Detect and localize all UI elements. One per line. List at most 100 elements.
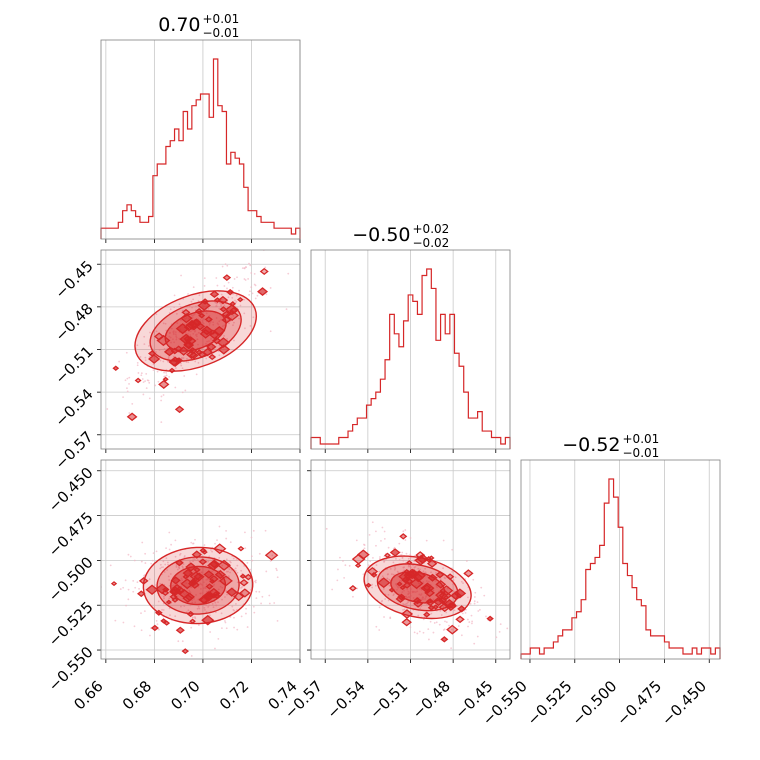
sample-point [425,594,428,597]
sample-point [179,362,182,365]
sample-point [352,595,354,598]
sample-point [179,553,181,556]
sample-point [394,567,397,570]
sample-point [160,566,163,569]
sample-point [201,344,204,347]
sample-point [197,343,199,346]
contour-island [188,347,198,355]
sample-point [381,526,384,529]
sample-point [215,604,218,607]
contour-island [435,571,445,579]
sample-point [182,559,184,562]
sample-point [152,369,155,372]
contour-island [202,347,213,357]
sample-point [136,364,139,367]
sample-point [445,621,448,624]
sample-point [162,560,165,563]
sample-point [271,554,274,557]
y-tick-label: −0.525 [45,598,97,650]
sample-point [201,321,204,324]
sample-point [363,543,365,546]
sample-point [236,581,239,584]
contour-island [160,618,167,624]
sample-point [392,561,395,564]
sample-point [181,579,184,582]
sample-point [252,529,255,532]
sample-point [250,286,253,289]
sample-point [402,609,404,611]
contour-island [356,549,370,560]
sample-point [243,312,246,315]
sample-point [439,578,442,581]
sample-point [132,590,135,593]
contour-island [205,583,214,590]
sample-point [356,587,359,590]
sample-point [419,568,421,571]
sample-point [208,604,210,607]
sample-point [197,361,200,364]
sample-point [169,336,172,339]
sample-point [163,371,166,374]
sample-point [265,293,268,296]
contour-island [178,588,191,599]
title-value: −0.52 [562,434,620,456]
contour-island [134,377,142,384]
contour-island [239,588,251,598]
sample-point [181,367,184,370]
contour-island [189,571,203,582]
sample-point [164,563,167,566]
x-tick-label: −0.500 [568,677,620,729]
sample-point [196,559,199,561]
sample-point [422,618,425,621]
contour-island [425,598,436,607]
sample-point [409,626,412,629]
title-upper-error: +0.01 [203,12,240,26]
sample-point [176,322,179,325]
sample-point [383,530,386,533]
sample-point [193,598,195,600]
sample-point [388,578,391,581]
sample-point [191,599,193,602]
sample-point [462,582,464,584]
sample-point [199,325,201,328]
sample-point [264,529,267,532]
sample-point [422,581,425,583]
contour-island [259,267,269,276]
sample-point [431,561,434,564]
sample-point [235,602,237,605]
sample-point [191,616,194,619]
sample-point [375,544,377,547]
contour-island [239,573,247,579]
sample-point [168,607,171,610]
contour-island [446,624,459,635]
x-tick-label: −0.475 [613,677,665,729]
sample-point [149,634,151,637]
contour-island [401,617,412,627]
sample-point [220,612,223,615]
sample-point [378,629,381,631]
sample-point [206,340,209,343]
sample-point [154,384,157,387]
histogram-panel-0: 0.70 +0.01−0.01 [100,12,301,243]
sample-point [199,582,202,585]
title-lower-error: −0.01 [203,26,240,40]
sample-point [144,562,147,564]
sample-point [383,537,386,540]
sample-point [205,583,208,586]
contour-island [383,552,391,559]
contour-island [400,609,414,619]
sample-point [125,604,127,607]
contour-island [208,353,217,361]
panel-title: −0.50 +0.02−0.02 [352,222,449,250]
contour-island [163,347,176,357]
sample-point [129,555,132,558]
sample-point [406,588,409,591]
contour-island [221,310,232,319]
contour-island [424,556,433,563]
contour-island [201,549,208,555]
sample-point [225,589,227,592]
panel-title: −0.52 +0.01−0.01 [562,432,659,460]
x-tick-label: 0.72 [216,677,252,713]
sample-point [221,265,224,268]
sample-point [413,560,416,563]
